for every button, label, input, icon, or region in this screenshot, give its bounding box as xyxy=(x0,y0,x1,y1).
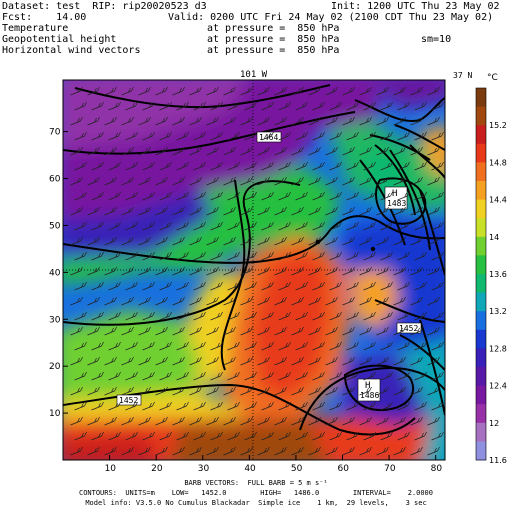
high-value: 1483 xyxy=(387,199,406,208)
right-label: 37 N xyxy=(453,71,472,80)
map-frame xyxy=(62,79,446,461)
colorbar-tick-label: 13.2 xyxy=(489,307,507,316)
colorbar-tick-label: 14 xyxy=(489,233,499,242)
y-tick-label: 40 xyxy=(49,268,61,278)
colorbar: °C 15.2 14.8 14.4 14 13.6 13.2 12.8 12.4 12 11.6 xyxy=(475,73,507,465)
colorbar-tick-label: 13.6 xyxy=(489,270,507,279)
x-tick-label: 40 xyxy=(244,464,256,474)
colorbar-frame xyxy=(475,87,487,461)
high-value: 1486 xyxy=(360,391,379,400)
colorbar-swatch xyxy=(476,422,486,442)
y-tick-label: 10 xyxy=(49,409,61,419)
colorbar-swatch xyxy=(476,199,486,219)
colorbar-swatch xyxy=(476,292,486,312)
contour-legend: CONTOURS: UNITS=m LOW= 1452.0 HIGH= 1486… xyxy=(78,489,433,497)
colorbar-swatch xyxy=(476,311,486,331)
colorbar-swatch xyxy=(476,348,486,368)
colorbar-tick-label: 11.6 xyxy=(489,456,507,465)
colorbar-swatch xyxy=(476,162,486,182)
field2-level: at pressure = 850 hPa xyxy=(207,34,340,45)
colorbar-swatch xyxy=(476,218,486,238)
field3-level: at pressure = 850 hPa xyxy=(207,45,340,56)
wind-barbs xyxy=(70,86,445,456)
dataset-line: Dataset: test RIP: rip20020523 d3 xyxy=(2,1,207,12)
high-label: H xyxy=(392,189,397,199)
x-tick-label: 20 xyxy=(151,464,163,474)
y-tick-label: 50 xyxy=(49,221,61,231)
colorbar-swatch xyxy=(476,274,486,294)
x-tick-label: 10 xyxy=(105,464,117,474)
field1-name: Temperature xyxy=(2,23,69,34)
colorbar-swatch xyxy=(476,106,486,126)
colorbar-unit: °C xyxy=(487,73,498,83)
field2-smoothing: sm=10 xyxy=(421,34,452,45)
model-info: Model info: V3.5.0 No Cumulus Blackadar … xyxy=(85,499,427,507)
x-tick-label: 70 xyxy=(384,464,396,474)
colorbar-swatch xyxy=(476,441,486,461)
colorbar-swatch xyxy=(476,236,486,256)
station-dot xyxy=(370,246,376,252)
y-tick-label: 60 xyxy=(49,175,61,185)
station-dot xyxy=(315,239,321,245)
top-label: 101 W xyxy=(240,70,268,80)
wind-barb-set xyxy=(70,86,445,456)
colorbar-swatch xyxy=(476,125,486,145)
colorbar-swatch xyxy=(476,404,486,424)
colorbar-swatch xyxy=(476,367,486,387)
field2-name: Geopotential height xyxy=(2,34,117,45)
field3-name: Horizontal wind vectors xyxy=(2,45,141,56)
y-tick-label: 20 xyxy=(49,362,61,372)
barb-legend: BARB VECTORS: FULL BARB = 5 m s⁻¹ xyxy=(184,479,328,487)
colorbar-swatch xyxy=(476,88,486,108)
x-tick-label: 30 xyxy=(198,464,210,474)
contour-label: 1452 xyxy=(119,396,138,405)
colorbar-swatch xyxy=(476,385,486,405)
colorbar-tick-label: 14.4 xyxy=(489,196,507,205)
forecast-line: Fcst: 14.00 xyxy=(2,12,87,23)
colorbar-swatch xyxy=(476,255,486,275)
colorbar-swatch xyxy=(476,181,486,201)
x-tick-label: 50 xyxy=(291,464,303,474)
contour-label: 1452 xyxy=(399,324,418,333)
high-label: H xyxy=(365,381,370,391)
x-tick-label: 60 xyxy=(338,464,350,474)
valid-line: Valid: 0200 UTC Fri 24 May 02 (2100 CDT … xyxy=(168,12,494,23)
colorbar-tick-label: 12.8 xyxy=(489,344,507,353)
colorbar-tick-label: 15.2 xyxy=(489,121,507,130)
init-line: Init: 1200 UTC Thu 23 May 02 xyxy=(331,1,500,12)
colorbar-tick-label: 12.4 xyxy=(489,382,507,391)
colorbar-swatch xyxy=(476,143,486,163)
x-tick-label: 80 xyxy=(431,464,443,474)
y-tick-label: 70 xyxy=(49,128,61,138)
colorbar-tick-label: 14.8 xyxy=(489,158,507,167)
field1-level: at pressure = 850 hPa xyxy=(207,23,340,34)
y-tick-label: 30 xyxy=(49,315,61,325)
map-axes: 101 W 37 N 10 20 30 40 50 60 70 80 10 20 30 40 50 60 7… xyxy=(49,70,472,474)
colorbar-swatch xyxy=(476,329,486,349)
colorbar-tick-label: 12 xyxy=(489,419,499,428)
